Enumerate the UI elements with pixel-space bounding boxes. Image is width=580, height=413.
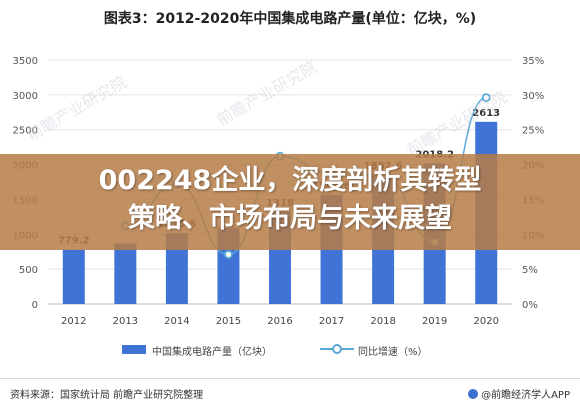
y-left-tick-label: 0: [32, 300, 38, 311]
y-right-tick-label: 0%: [522, 300, 538, 311]
x-tick-label: 2013: [113, 316, 138, 327]
bar: [62, 249, 85, 304]
chart-title: 图表3：2012-2020年中国集成电路产量(单位：亿块，%): [103, 11, 477, 27]
headline-line-1: 002248企业，深度剖析其转型: [98, 165, 482, 196]
x-tick-label: 2018: [370, 316, 395, 327]
brand-logo-icon: [468, 389, 479, 399]
chart-legend: 中国集成电路产量（亿块） 同比增速（%）: [0, 341, 580, 359]
bar-value-label: 2613: [472, 108, 500, 119]
headline-banner: [0, 154, 580, 250]
x-tick-label: 2016: [267, 316, 292, 327]
brand-credit: @前瞻经济学人APP: [468, 386, 570, 401]
headline: 002248企业，深度剖析其转型 策略、市场布局与未来展望: [0, 162, 580, 238]
y-left-tick-label: 3500: [13, 56, 38, 67]
x-tick-label: 2012: [61, 316, 86, 327]
x-tick-label: 2015: [216, 316, 241, 327]
y-right-tick-label: 5%: [522, 265, 538, 276]
y-left-tick-label: 500: [19, 265, 38, 276]
x-tick-label: 2014: [164, 316, 189, 327]
legend-bar-swatch: [122, 345, 146, 354]
source-note: 资料来源：国家统计局 前瞻产业研究院整理: [10, 390, 204, 401]
y-left-tick-label: 2500: [13, 126, 38, 137]
bar: [165, 233, 188, 304]
y-right-tick-label: 35%: [522, 56, 544, 67]
legend-line-swatch: [320, 344, 354, 354]
legend-line-label: 同比增速（%）: [358, 347, 428, 358]
legend-bar-label: 中国集成电路产量（亿块）: [152, 347, 272, 358]
x-tick-label: 2020: [473, 316, 498, 327]
y-right-tick-label: 30%: [522, 91, 544, 102]
y-right-tick-label: 25%: [522, 126, 544, 137]
x-tick-label: 2017: [319, 316, 344, 327]
growth-point: [481, 93, 491, 103]
headline-line-2: 策略、市场布局与未来展望: [128, 203, 452, 234]
footer-divider: [0, 378, 580, 379]
x-tick-label: 2019: [422, 316, 447, 327]
y-left-tick-label: 3000: [13, 91, 38, 102]
brand-text: @前瞻经济学人APP: [481, 390, 570, 401]
growth-point: [224, 250, 233, 259]
bar: [114, 243, 137, 304]
